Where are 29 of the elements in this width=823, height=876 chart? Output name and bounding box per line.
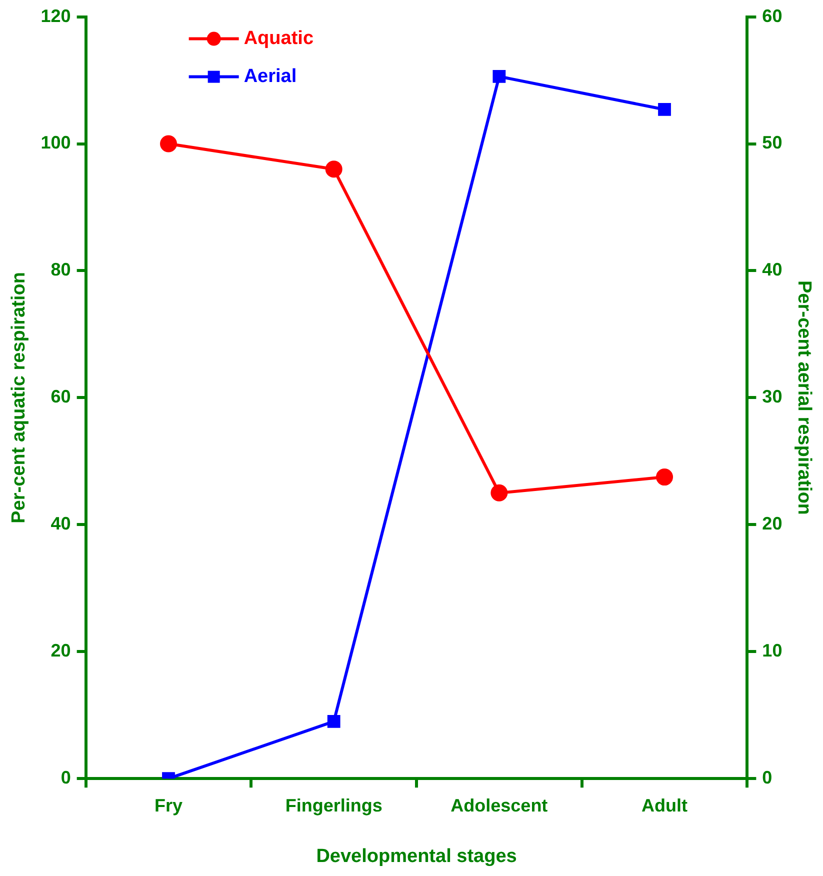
legend-label: Aquatic [244,28,314,50]
y-tick-label: 20 [50,640,71,661]
x-tick-label: Adult [642,795,688,816]
y-tick-label: 60 [50,386,71,407]
y-tick-label: 40 [50,514,71,534]
x-tick-label: Fry [154,795,183,816]
y2-tick-label: 30 [762,386,782,407]
y2-tick-label: 10 [762,640,782,661]
point [490,484,508,502]
y2-tick-label: 50 [762,132,782,153]
y-tick-label: 80 [50,260,71,280]
y-axis-title: Per-cent aquatic respiration [8,272,30,524]
legend-label: Aerial [244,66,297,88]
y-tick-label: 100 [40,132,71,153]
point [656,468,674,486]
y2-tick-label: 60 [762,6,782,26]
point [658,103,671,116]
y2-axis-title: Per-cent aerial respiration [793,280,814,515]
point [325,160,342,178]
x-axis-title: Developmental stages [316,846,517,867]
x-tick-label: Fingerlings [285,795,382,816]
y2-tick-label: 0 [762,768,772,788]
y-tick-label: 0 [60,768,71,788]
y2-tick-label: 20 [762,514,782,534]
y-tick-label: 120 [40,6,71,26]
x-tick-label: Adolescent [450,795,548,816]
point [492,70,506,83]
point [160,135,177,152]
y2-tick-label: 40 [762,260,782,280]
